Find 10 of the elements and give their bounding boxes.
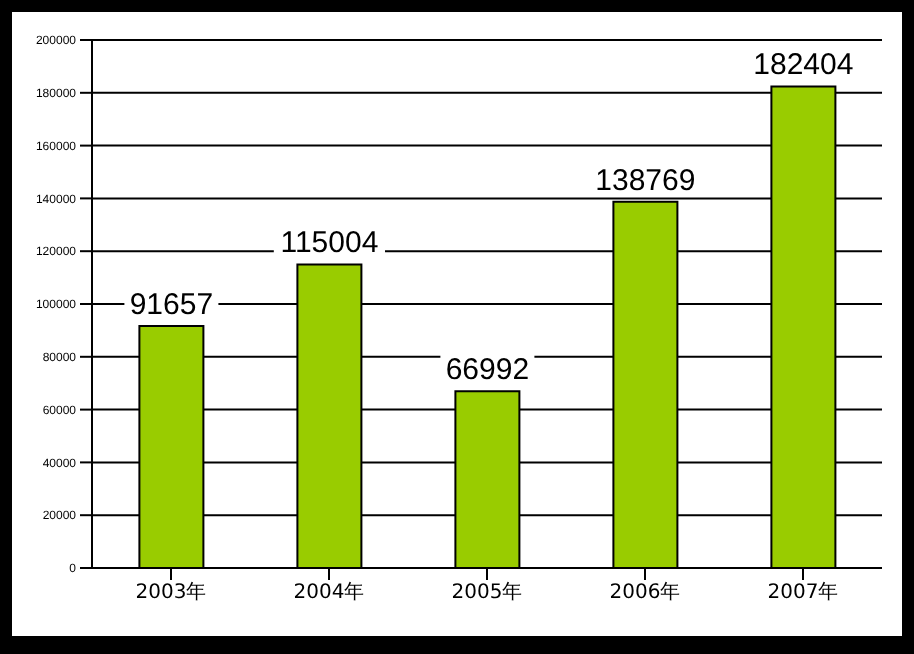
x-tick-label: 2005年 bbox=[451, 580, 523, 605]
x-tick-label: 2003年 bbox=[135, 580, 207, 605]
data-label: 115004 bbox=[280, 226, 379, 261]
x-tick-label: 2007年 bbox=[767, 580, 839, 605]
data-label: 91657 bbox=[129, 288, 214, 323]
data-label: 182404 bbox=[753, 48, 854, 83]
data-label: 138769 bbox=[595, 163, 696, 198]
x-tick-label: 2006年 bbox=[609, 580, 681, 605]
x-tick-label: 2004年 bbox=[293, 580, 365, 605]
data-label: 66992 bbox=[445, 353, 530, 388]
